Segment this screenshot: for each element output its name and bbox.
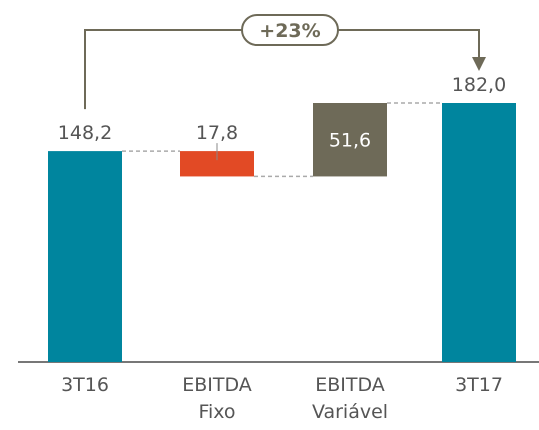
x-tick-label: 3T17 (455, 374, 503, 396)
x-tick-label: 3T16 (61, 374, 109, 396)
arrow-head (472, 57, 486, 71)
value-label: 182,0 (452, 74, 506, 96)
value-label: 148,2 (58, 122, 112, 144)
x-tick-label: EBITDA Variável (311, 374, 389, 423)
annotation-box (241, 14, 339, 46)
bar (442, 103, 516, 362)
bar (48, 151, 122, 362)
x-tick-label: EBITDA Fixo (182, 374, 252, 423)
value-label: 17,8 (196, 122, 238, 144)
annotation: +23% (259, 20, 320, 42)
bar (313, 103, 387, 177)
value-label: 51,6 (329, 130, 371, 152)
